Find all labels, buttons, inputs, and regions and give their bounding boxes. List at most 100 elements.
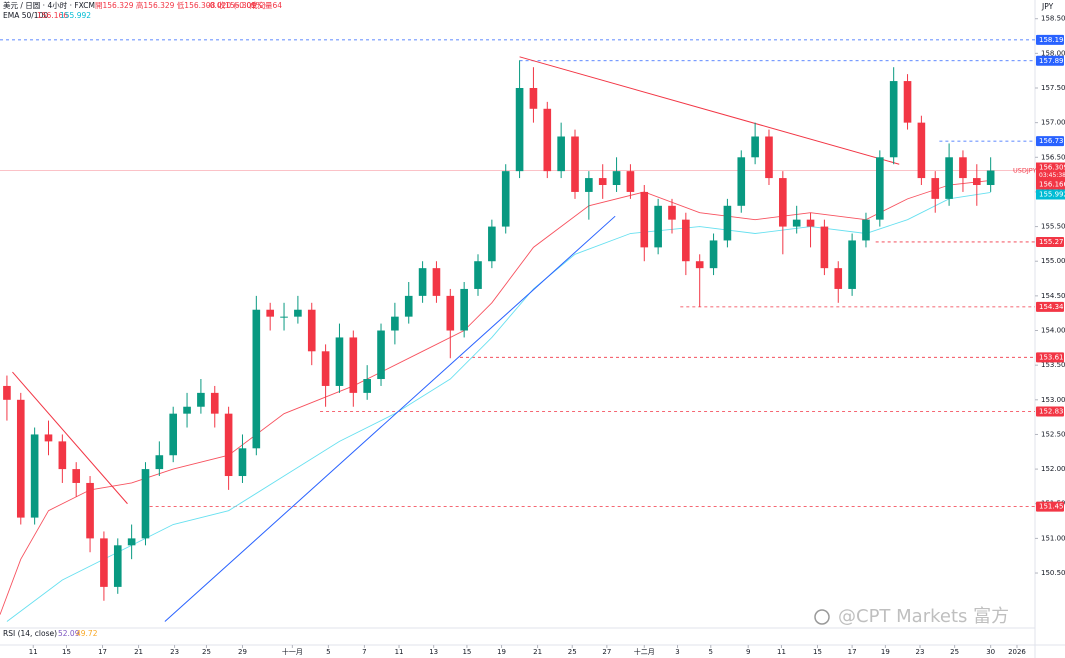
candle-body: [737, 157, 746, 206]
x-tick-label: 11: [395, 648, 404, 656]
candle-body: [917, 122, 926, 179]
trendline: [519, 56, 900, 165]
ema-tag-label: 156.166: [1039, 180, 1065, 188]
plot-area: [0, 39, 1035, 622]
x-tick-label: 23: [170, 648, 179, 656]
candle-body: [945, 157, 953, 199]
candle-body: [141, 469, 150, 539]
level-tag: [1036, 34, 1064, 45]
x-tick-label: 25: [950, 648, 959, 656]
candle-body: [100, 538, 108, 587]
candle-body: [349, 337, 358, 393]
rsi-ma-value: 49.72: [76, 629, 98, 638]
x-tick-label: 25: [202, 648, 211, 656]
x-tick-label: 19: [881, 648, 890, 656]
symbol-tag: USDJPY: [1013, 167, 1037, 175]
candle-body: [682, 219, 690, 262]
level-tag: [1036, 352, 1064, 363]
candle-body: [363, 379, 371, 393]
candle-body: [294, 309, 302, 317]
x-tick-label: 21: [533, 648, 542, 656]
countdown: 03:45:38: [1039, 172, 1065, 179]
candle-body: [307, 309, 316, 352]
level-tag: [1036, 136, 1064, 147]
x-tick-label: 27: [602, 648, 611, 656]
level-tag-label: 152.831: [1039, 408, 1065, 416]
x-tick-label: 9: [746, 648, 750, 656]
x-tick-label: 21: [134, 648, 143, 656]
level-tag-label: 157.893: [1039, 57, 1065, 65]
candle-body: [626, 171, 635, 192]
candle-body: [391, 316, 399, 331]
candle-body: [806, 219, 815, 227]
candle-body: [3, 385, 11, 400]
x-tick-label: 十二月: [634, 647, 655, 656]
y-tick-label: 153.500: [1041, 361, 1065, 369]
x-tick-label: 25: [568, 648, 577, 656]
watermark-logo: [814, 609, 830, 625]
candle-body: [86, 482, 94, 539]
x-tick-label: 15: [813, 648, 822, 656]
watermark: @CPT Markets 富方: [838, 606, 1009, 627]
indicator: EMA 50/100: [3, 11, 48, 20]
level-tag-label: 158.194: [1039, 36, 1065, 44]
symbol: 美元 / 日圆 · 4小时 · FXCM: [3, 0, 95, 10]
y-tick-label: 150.500: [1041, 569, 1065, 577]
candle-body: [44, 434, 53, 442]
y-tick-label: 155.000: [1041, 257, 1065, 265]
x-tick-label: 5: [326, 648, 330, 656]
candle-body: [557, 136, 565, 172]
candle-body: [183, 406, 191, 414]
candle-body: [889, 81, 898, 158]
candle-body: [986, 170, 995, 186]
level-tag: [1036, 55, 1064, 66]
candle-body: [779, 178, 787, 227]
last-price-label: 156.309: [1039, 164, 1065, 172]
candle-body: [501, 171, 510, 227]
ema-tag-label: 155.992: [1039, 190, 1065, 198]
y-tick-label: 157.000: [1041, 119, 1065, 127]
candle-body: [224, 413, 233, 477]
candle-body: [474, 261, 482, 289]
y-tick-label: 155.500: [1041, 223, 1065, 231]
x-tick-label: 2026: [1008, 648, 1026, 656]
candle-body: [446, 295, 455, 331]
level-tag: [1036, 301, 1064, 312]
level-tag-label: 154.341: [1039, 303, 1065, 311]
last-price-tag: [1036, 162, 1065, 182]
currency: JPY: [1041, 2, 1054, 11]
y-tick-label: 151.000: [1041, 534, 1065, 542]
ohlc: 開156.329 高156.329 低156.308 收156.309: [95, 0, 256, 10]
candle-body: [488, 226, 496, 262]
rsi-label: RSI (14, close): [3, 629, 57, 638]
candle-body: [709, 240, 718, 269]
volume: 成交量64: [250, 0, 282, 10]
candle-body: [585, 178, 593, 192]
ema-line: [6, 192, 991, 622]
candle-body: [169, 413, 178, 456]
level-tag-label: 151.458: [1039, 503, 1065, 511]
x-tick-label: 19: [497, 648, 506, 656]
candle-body: [197, 392, 205, 407]
candle-body: [765, 136, 773, 179]
candle-body: [127, 538, 136, 546]
ema-line: [0, 179, 991, 615]
candle-body: [460, 288, 468, 331]
candle-body: [598, 178, 607, 186]
x-tick-label: 十一月: [282, 647, 303, 656]
x-tick-label: 13: [429, 648, 438, 656]
candle-body: [404, 295, 413, 317]
y-tick-label: 156.500: [1041, 153, 1065, 161]
x-tick-label: 30: [986, 648, 995, 656]
candle-body: [529, 87, 538, 109]
x-tick-label: 7: [362, 648, 366, 656]
x-tick-label: 29: [238, 648, 247, 656]
level-tag-label: 153.613: [1039, 353, 1065, 361]
candle-body: [792, 219, 801, 227]
candle-body: [543, 108, 552, 172]
y-tick-label: 154.500: [1041, 292, 1065, 300]
level-tag: [1036, 501, 1064, 512]
y-tick-label: 153.000: [1041, 396, 1065, 404]
